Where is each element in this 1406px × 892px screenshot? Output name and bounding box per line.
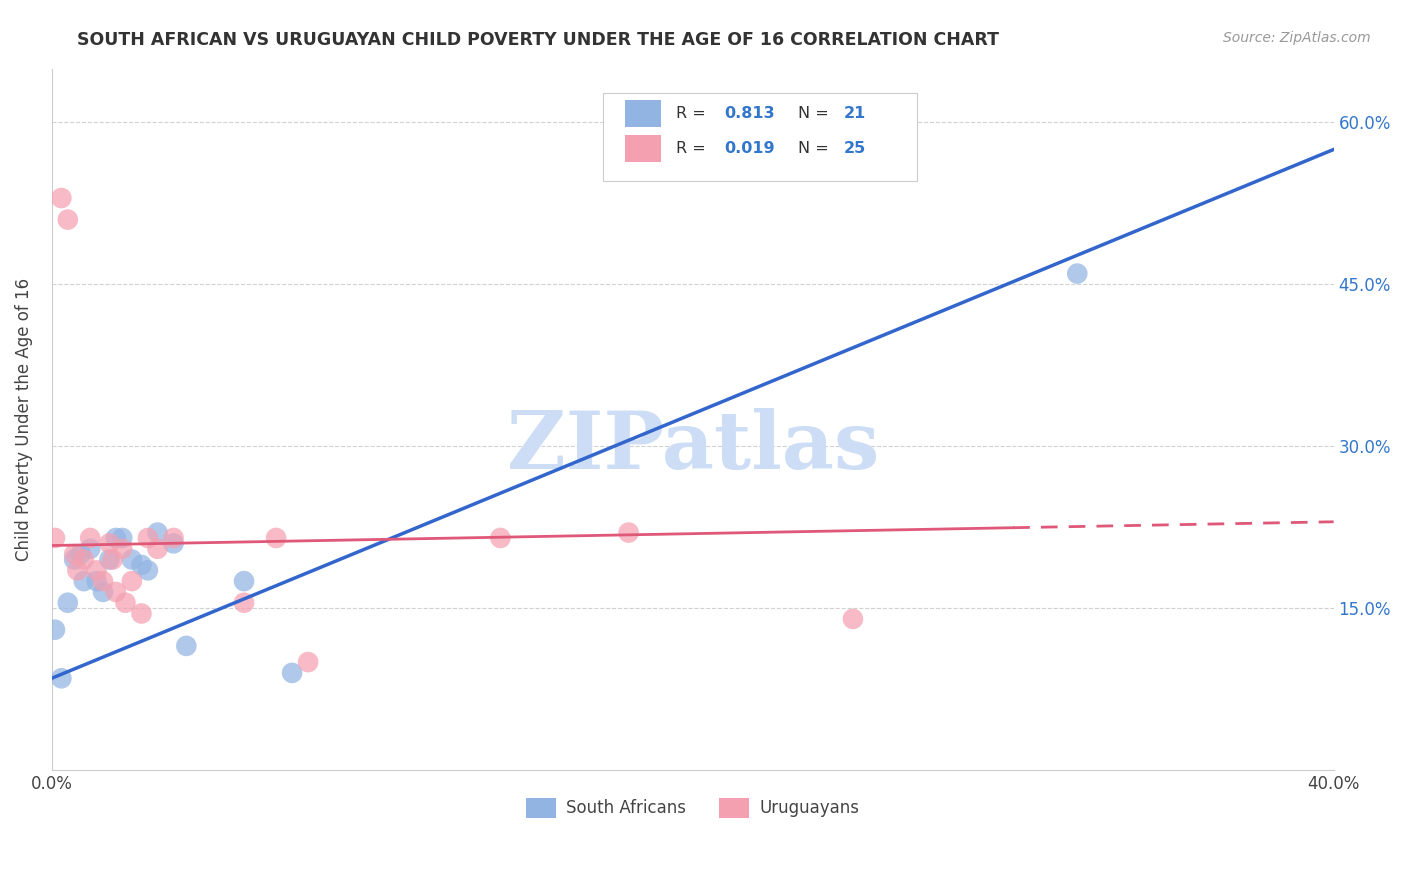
- FancyBboxPatch shape: [624, 100, 661, 127]
- Point: [56, 212, 79, 227]
- Text: 0.813: 0.813: [724, 106, 775, 121]
- Point: [111, 531, 134, 545]
- Text: N =: N =: [797, 106, 834, 121]
- Point: [73, 552, 96, 566]
- Point: [51, 191, 73, 205]
- Point: [233, 574, 256, 589]
- Point: [79, 541, 101, 556]
- Point: [86, 574, 108, 589]
- Point: [121, 574, 143, 589]
- Point: [162, 536, 184, 550]
- Legend: South Africans, Uruguayans: South Africans, Uruguayans: [519, 791, 866, 825]
- Text: Source: ZipAtlas.com: Source: ZipAtlas.com: [1223, 31, 1371, 45]
- Y-axis label: Child Poverty Under the Age of 16: Child Poverty Under the Age of 16: [15, 277, 32, 561]
- Point: [91, 574, 114, 589]
- Point: [176, 639, 198, 653]
- Point: [63, 552, 86, 566]
- Point: [86, 563, 108, 577]
- Point: [104, 531, 127, 545]
- FancyBboxPatch shape: [624, 136, 661, 161]
- Text: 21: 21: [844, 106, 866, 121]
- Point: [136, 563, 159, 577]
- Point: [111, 541, 134, 556]
- Point: [56, 596, 79, 610]
- Point: [146, 541, 169, 556]
- Text: N =: N =: [797, 141, 834, 156]
- Point: [101, 552, 124, 566]
- Text: R =: R =: [676, 106, 711, 121]
- Point: [121, 552, 143, 566]
- Text: 25: 25: [844, 141, 866, 156]
- Point: [114, 596, 136, 610]
- Point: [79, 531, 101, 545]
- Point: [104, 585, 127, 599]
- Text: R =: R =: [676, 141, 711, 156]
- Point: [264, 531, 287, 545]
- Point: [281, 665, 304, 680]
- Point: [1066, 267, 1088, 281]
- Point: [233, 596, 256, 610]
- Point: [617, 525, 640, 540]
- Point: [131, 607, 153, 621]
- Point: [51, 671, 73, 685]
- Point: [842, 612, 865, 626]
- Point: [66, 563, 89, 577]
- FancyBboxPatch shape: [603, 93, 917, 181]
- Point: [146, 525, 169, 540]
- Point: [73, 574, 96, 589]
- Point: [91, 585, 114, 599]
- Point: [98, 536, 121, 550]
- Point: [489, 531, 512, 545]
- Point: [44, 623, 66, 637]
- Point: [131, 558, 153, 572]
- Point: [63, 547, 86, 561]
- Point: [136, 531, 159, 545]
- Text: 0.019: 0.019: [724, 141, 775, 156]
- Point: [98, 552, 121, 566]
- Point: [69, 547, 91, 561]
- Point: [297, 655, 319, 669]
- Point: [162, 531, 184, 545]
- Text: ZIPatlas: ZIPatlas: [506, 409, 879, 486]
- Text: SOUTH AFRICAN VS URUGUAYAN CHILD POVERTY UNDER THE AGE OF 16 CORRELATION CHART: SOUTH AFRICAN VS URUGUAYAN CHILD POVERTY…: [77, 31, 1000, 49]
- Point: [44, 531, 66, 545]
